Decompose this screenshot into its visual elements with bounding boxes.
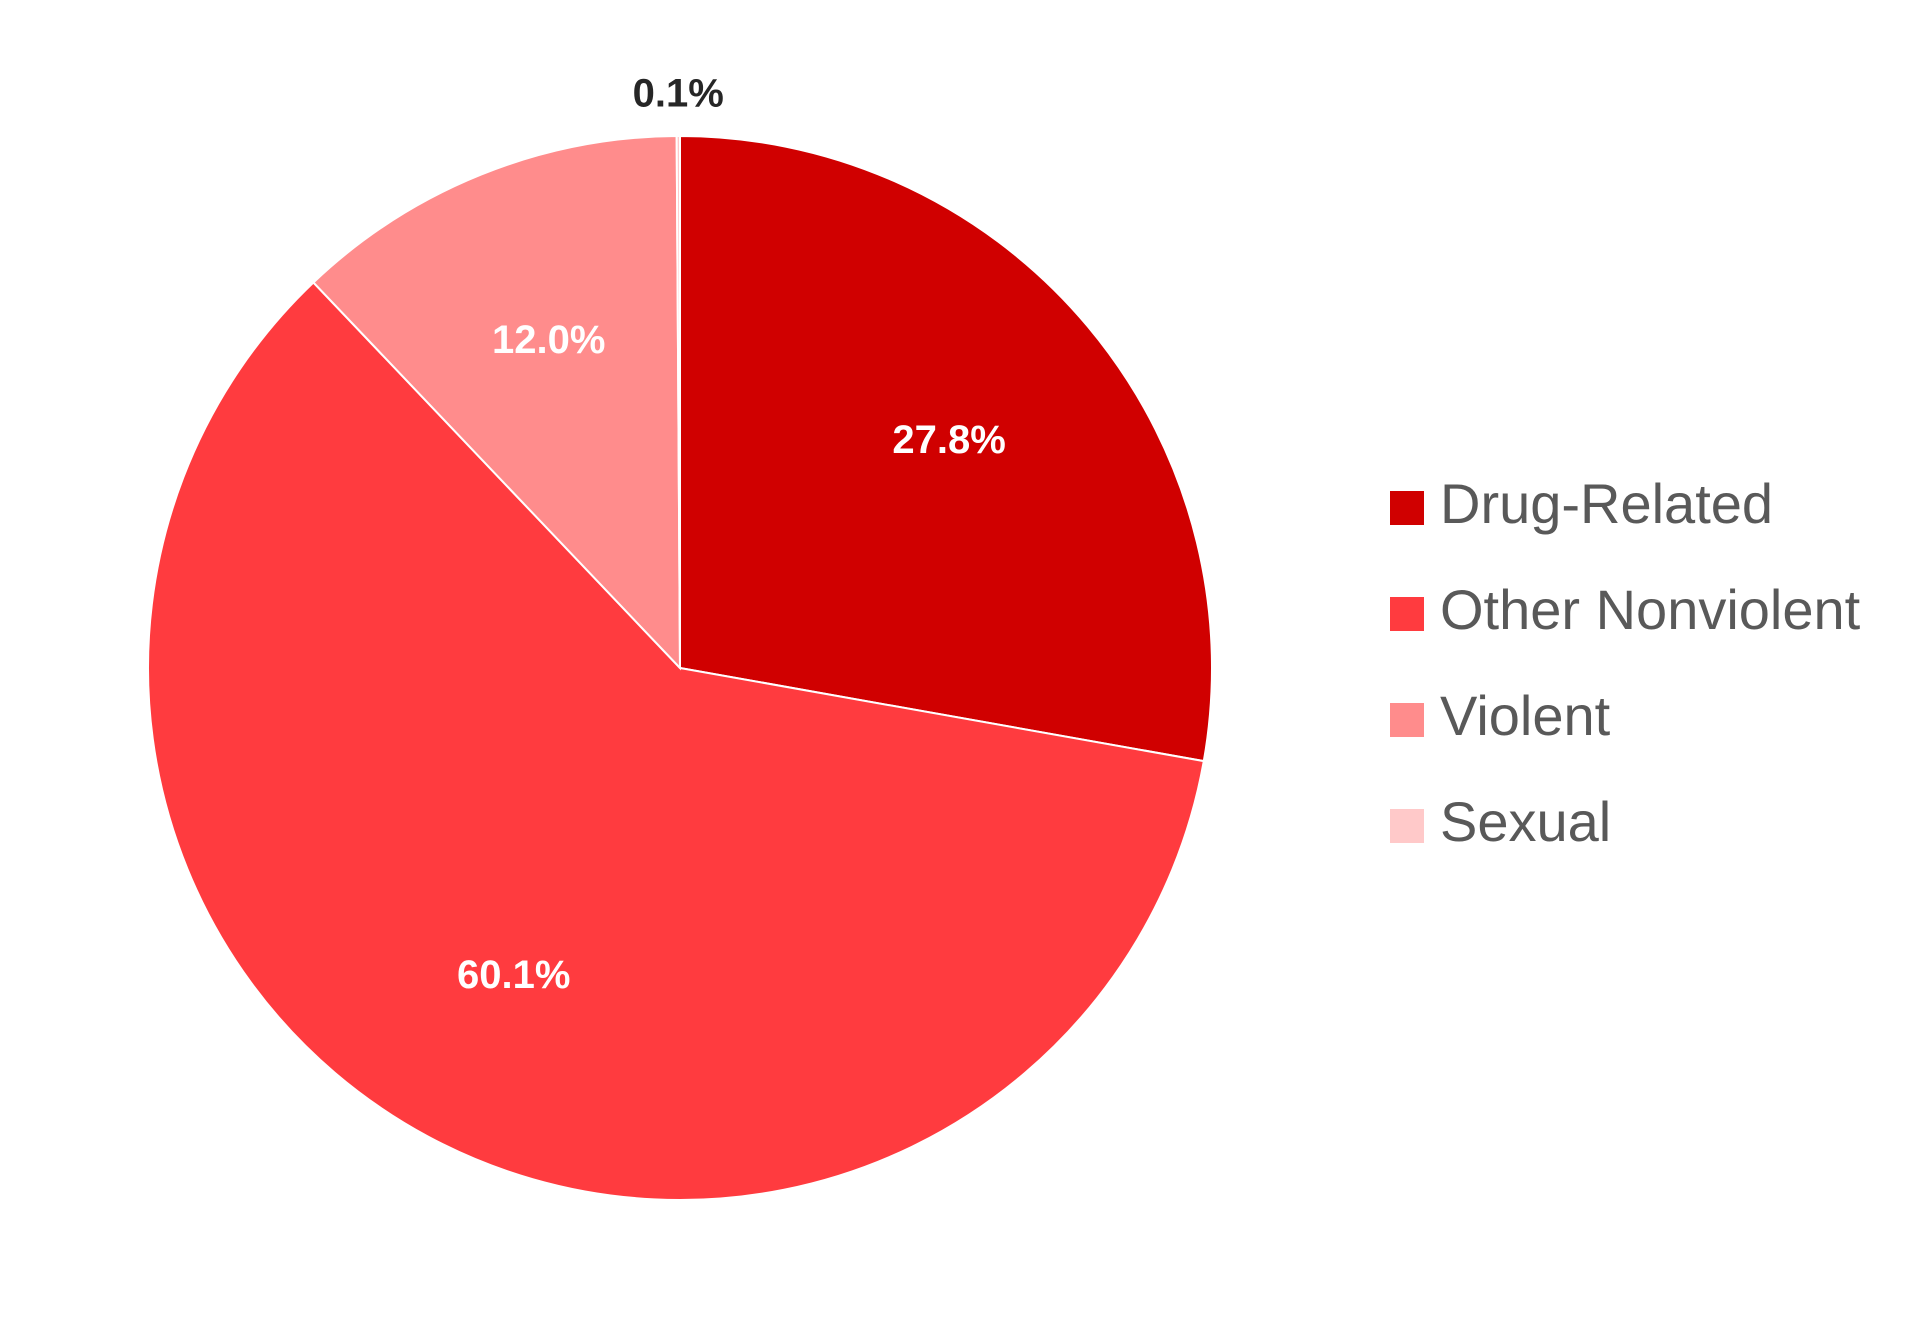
- legend-swatch-other-nonviolent: [1390, 597, 1424, 631]
- legend-swatch-violent: [1390, 703, 1424, 737]
- legend-label-violent: Violent: [1440, 684, 1611, 747]
- legend-label-other-nonviolent: Other Nonviolent: [1440, 578, 1861, 641]
- pie-slice-other-nonviolent: [147, 281, 1205, 1201]
- data-label-other-nonviolent: 60.1%: [457, 953, 570, 997]
- legend-swatch-sexual: [1390, 809, 1424, 843]
- pie-data-labels: 27.8% 60.1% 12.0% 0.1%: [457, 72, 1006, 997]
- pie-slice-drug-related: [679, 134, 1214, 763]
- legend-label-sexual: Sexual: [1440, 790, 1611, 853]
- pie-slice-violent: [311, 135, 682, 671]
- data-label-violent: 12.0%: [492, 318, 605, 362]
- legend: Drug-Related Other Nonviolent Violent Sexua…: [1390, 472, 1861, 853]
- legend-label-drug-related: Drug-Related: [1440, 472, 1773, 535]
- pie-slice-sexual: [675, 134, 681, 669]
- pie-slices: [147, 134, 1214, 1201]
- data-label-drug-related: 27.8%: [892, 418, 1005, 462]
- legend-swatch-drug-related: [1390, 491, 1424, 525]
- data-label-sexual: 0.1%: [633, 72, 724, 116]
